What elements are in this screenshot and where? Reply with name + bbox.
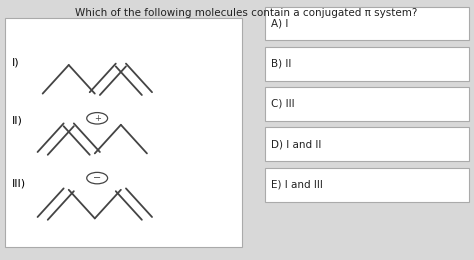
FancyBboxPatch shape — [265, 127, 469, 161]
Text: Which of the following molecules contain a conjugated π system?: Which of the following molecules contain… — [75, 8, 418, 18]
Circle shape — [87, 113, 108, 124]
Text: II): II) — [12, 116, 23, 126]
FancyBboxPatch shape — [265, 87, 469, 121]
Circle shape — [87, 172, 108, 184]
FancyBboxPatch shape — [265, 6, 469, 40]
FancyBboxPatch shape — [265, 168, 469, 202]
Text: D) I and II: D) I and II — [271, 139, 321, 149]
FancyBboxPatch shape — [5, 18, 242, 247]
Text: III): III) — [12, 178, 26, 188]
FancyBboxPatch shape — [265, 47, 469, 81]
Text: I): I) — [12, 57, 19, 67]
Text: B) II: B) II — [271, 59, 292, 69]
Text: −: − — [93, 173, 101, 183]
Text: A) I: A) I — [271, 18, 289, 28]
Text: E) I and III: E) I and III — [271, 180, 323, 190]
Text: C) III: C) III — [271, 99, 295, 109]
Text: +: + — [94, 114, 100, 123]
